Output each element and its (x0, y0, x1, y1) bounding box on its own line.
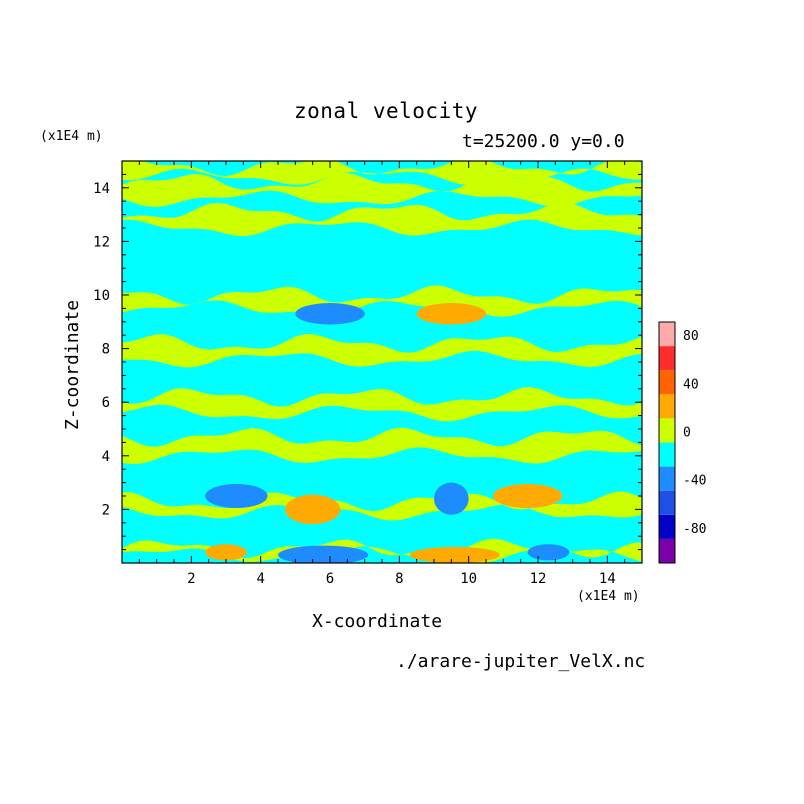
x-tick-label: 8 (395, 571, 403, 587)
positive-band (122, 172, 642, 208)
colorbar-tick-label: 80 (683, 329, 699, 344)
z-axis-scale-label: (x1E4 m) (40, 129, 103, 144)
contour-blob (284, 494, 341, 525)
positive-band (122, 334, 642, 368)
positive-band (122, 491, 642, 521)
positive-band (122, 387, 642, 422)
x-axis-scale-label: (x1E4 m) (577, 589, 640, 604)
contour-blob (205, 544, 247, 561)
chart-title: zonal velocity (294, 99, 479, 123)
x-tick-label: 4 (256, 571, 264, 587)
y-tick-label: 14 (93, 181, 110, 197)
colorbar-swatch (659, 322, 675, 347)
contour-blob (409, 546, 500, 563)
contour-blob (205, 483, 268, 509)
colorbar-swatch (659, 466, 675, 491)
colorbar-swatch (659, 346, 675, 371)
colorbar-frame (658, 321, 676, 564)
contour-blob (295, 303, 365, 325)
contour-blob (434, 482, 469, 515)
colorbar-tick-label: 40 (683, 377, 699, 392)
contour-blob (527, 544, 570, 561)
contour-blob (278, 545, 369, 563)
colorbar-swatch (659, 442, 675, 467)
x-tick-label: 14 (599, 571, 616, 587)
colorbar-swatch (659, 370, 675, 395)
colorbar-swatch (659, 394, 675, 419)
colorbar-swatch (659, 418, 675, 443)
contour-blob (492, 483, 563, 509)
positive-band (122, 285, 642, 317)
positive-band (122, 161, 642, 185)
y-tick-label: 12 (93, 234, 110, 250)
source-file-label: ./arare-jupiter_VelX.nc (396, 651, 646, 672)
contour-blob (416, 303, 487, 325)
positive-band (122, 427, 642, 464)
positive-band (122, 538, 642, 563)
chart-subtitle: t=25200.0 y=0.0 (462, 131, 625, 152)
contour-field (122, 161, 642, 563)
y-tick-label: 10 (93, 288, 110, 304)
y-tick-label: 4 (102, 449, 110, 465)
x-tick-label: 12 (530, 571, 547, 587)
colorbar-swatch (659, 490, 675, 515)
y-tick-label: 2 (102, 502, 110, 518)
x-tick-label: 10 (460, 571, 477, 587)
colorbar-swatch (659, 514, 675, 539)
colorbar-swatch (659, 538, 675, 563)
x-tick-label: 6 (326, 571, 334, 587)
x-tick-label: 2 (187, 571, 195, 587)
colorbar-tick-label: 0 (683, 426, 691, 441)
positive-band (122, 202, 642, 237)
y-tick-label: 6 (102, 395, 110, 411)
colorbar-tick-label: -80 (683, 522, 706, 537)
colorbar-tick-label: -40 (683, 474, 706, 489)
x-axis-label: X-coordinate (312, 611, 443, 632)
y-tick-label: 8 (102, 342, 110, 358)
